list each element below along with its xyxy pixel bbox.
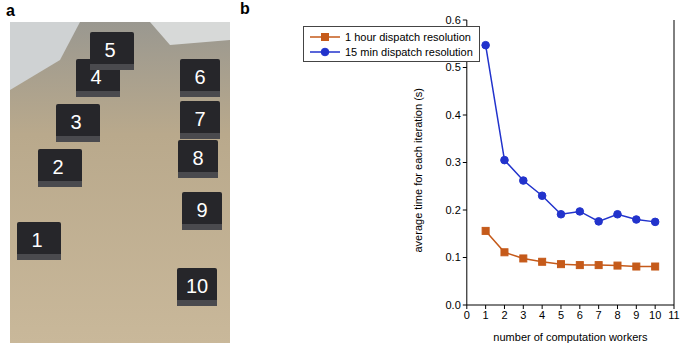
html-text:15 min dispatch resolution: 15 min dispatch resolution bbox=[345, 45, 473, 58]
html-text:1 hour dispatch resolution: 1 hour dispatch resolution bbox=[345, 30, 471, 43]
svg-text:0.6: 0.6 bbox=[446, 14, 461, 26]
svg-text:0.3: 0.3 bbox=[446, 156, 461, 168]
svg-text:8: 8 bbox=[192, 147, 203, 169]
svg-text:number of computation workers: number of computation workers bbox=[493, 331, 648, 343]
svg-text:7: 7 bbox=[596, 309, 602, 321]
svg-text:7: 7 bbox=[194, 108, 205, 130]
svg-text:0.2: 0.2 bbox=[446, 204, 461, 216]
svg-text:6: 6 bbox=[577, 309, 583, 321]
svg-text:2: 2 bbox=[52, 156, 63, 178]
svg-text:0.5: 0.5 bbox=[446, 61, 461, 73]
svg-text:1: 1 bbox=[31, 229, 42, 251]
svg-text:6: 6 bbox=[194, 66, 205, 88]
svg-text:5: 5 bbox=[104, 39, 115, 61]
svg-text:0.1: 0.1 bbox=[446, 251, 461, 263]
html-text:b: b bbox=[240, 0, 250, 17]
svg-text:2: 2 bbox=[501, 309, 507, 321]
svg-text:1: 1 bbox=[483, 309, 489, 321]
svg-text:0.0: 0.0 bbox=[446, 299, 461, 311]
svg-text:4: 4 bbox=[539, 309, 545, 321]
svg-text:a: a bbox=[6, 2, 15, 19]
svg-text:0: 0 bbox=[464, 309, 470, 321]
svg-text:9: 9 bbox=[633, 309, 639, 321]
svg-text:10: 10 bbox=[649, 309, 661, 321]
svg-text:4: 4 bbox=[90, 66, 102, 88]
svg-text:0.4: 0.4 bbox=[446, 109, 461, 121]
svg-text:10: 10 bbox=[186, 275, 208, 297]
svg-text:3: 3 bbox=[520, 309, 526, 321]
svg-text:11: 11 bbox=[668, 309, 679, 321]
svg-text:9: 9 bbox=[196, 199, 207, 221]
svg-text:average time for each iteratio: average time for each iteration (s) bbox=[412, 88, 424, 252]
svg-text:8: 8 bbox=[614, 309, 620, 321]
svg-text:5: 5 bbox=[558, 309, 564, 321]
svg-text:3: 3 bbox=[70, 111, 81, 133]
